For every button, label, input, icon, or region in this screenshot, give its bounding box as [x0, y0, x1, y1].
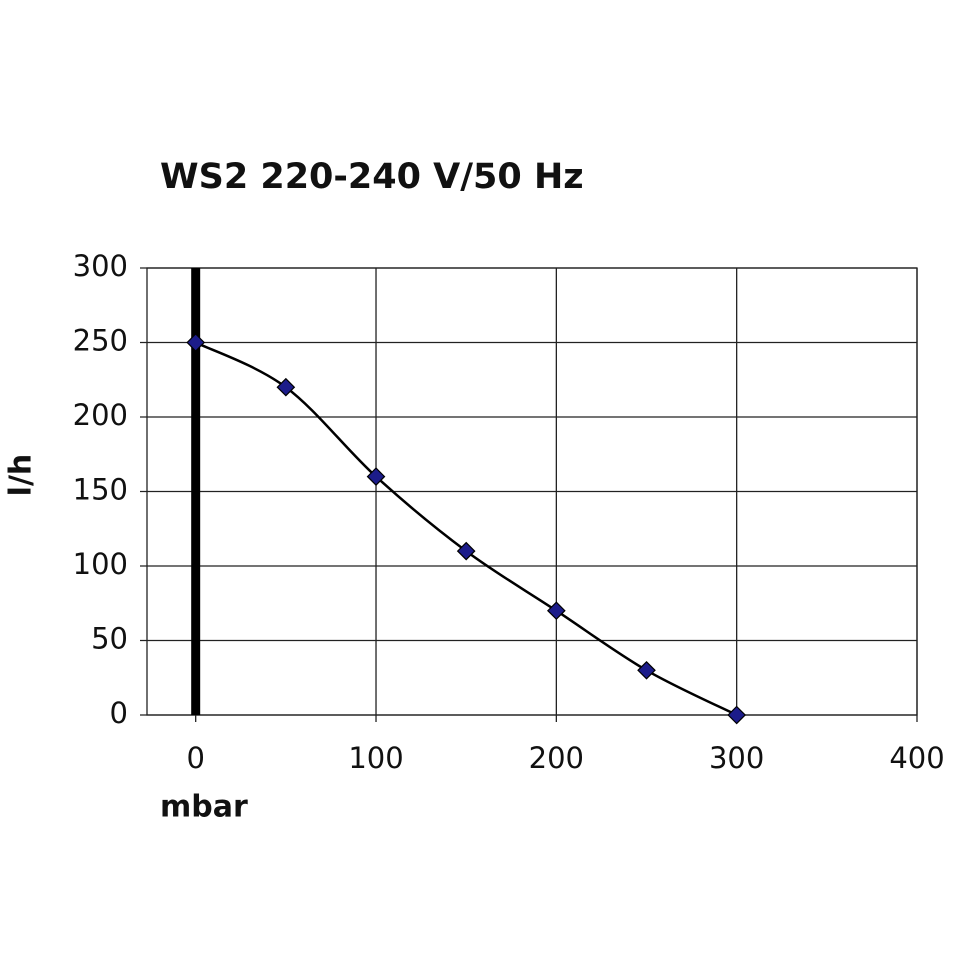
x-axis-label: mbar: [160, 790, 248, 825]
data-marker: [456, 541, 476, 561]
y-tick-label: 200: [73, 398, 128, 432]
y-tick-label: 300: [73, 249, 128, 283]
x-tick-label: 100: [348, 741, 403, 775]
y-axis-label: l/h: [4, 454, 39, 497]
y-tick-label: 150: [73, 473, 128, 507]
y-tick-label: 0: [110, 696, 128, 730]
data-marker: [186, 333, 206, 352]
y-tick-label: 250: [73, 324, 128, 358]
data-marker: [276, 377, 296, 397]
data-marker: [366, 467, 386, 486]
data-marker: [727, 705, 747, 725]
x-tick-label: 400: [889, 741, 944, 775]
y-tick-label: 50: [91, 622, 128, 656]
data-line: [195, 341, 738, 717]
x-tick-label: 0: [186, 741, 204, 775]
data-marker: [546, 601, 566, 621]
x-tick-label: 300: [709, 741, 764, 775]
data-marker: [637, 660, 656, 680]
y-tick-label: 100: [73, 547, 128, 581]
chart-title: WS2 220-240 V/50 Hz: [160, 157, 584, 197]
x-tick-label: 200: [529, 741, 584, 775]
